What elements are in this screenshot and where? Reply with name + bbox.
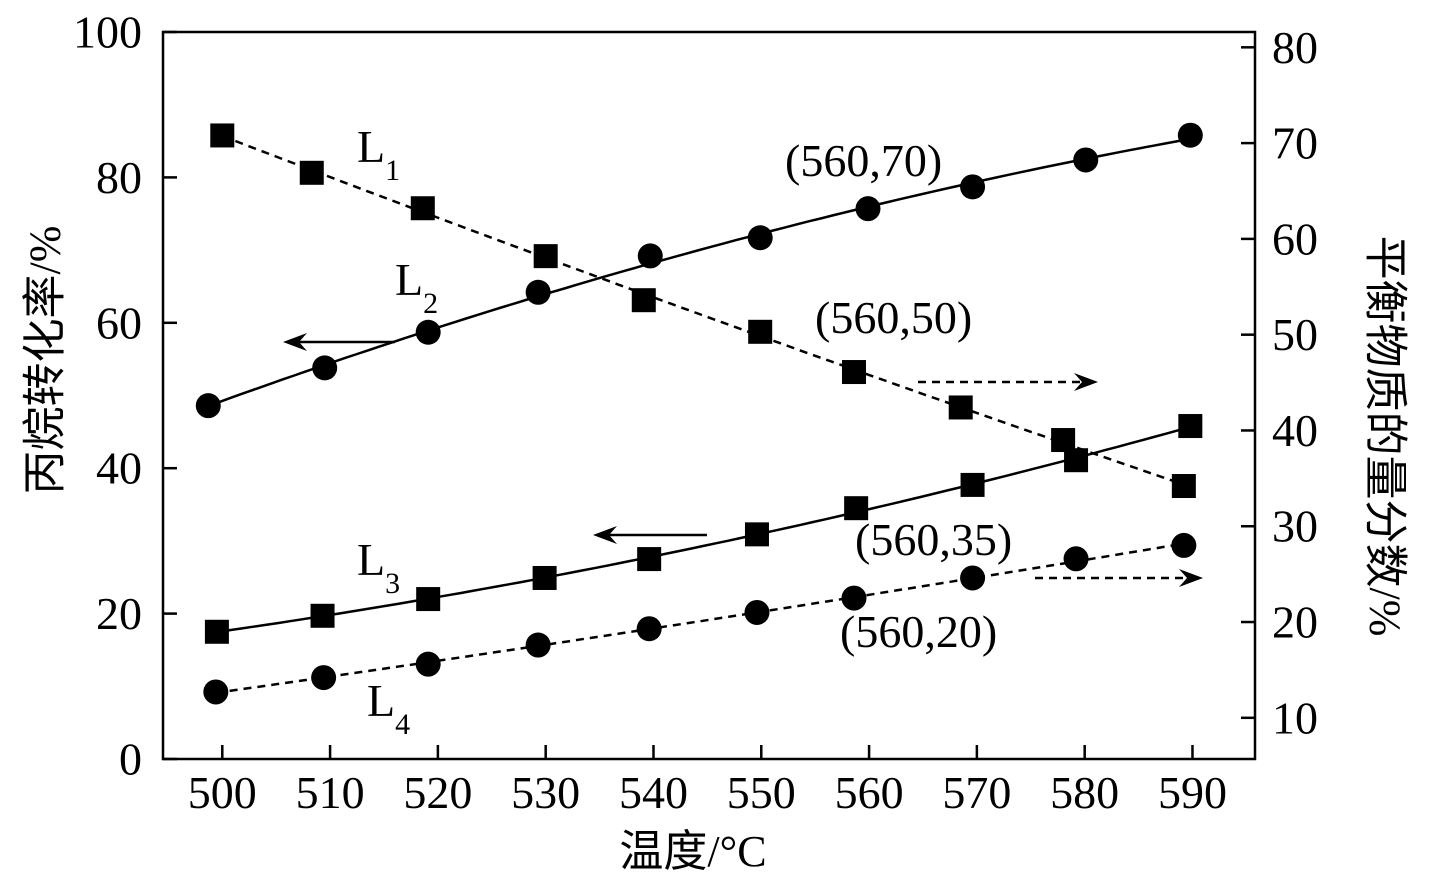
- series-3-marker: [532, 565, 557, 590]
- point-annotation: (560,35): [855, 514, 1012, 565]
- series-4-marker: [525, 632, 551, 658]
- series-2-marker: [960, 174, 986, 200]
- series-1-axis-arrow-head: [1074, 373, 1098, 391]
- series-label-main: L: [367, 675, 395, 726]
- series-1-marker: [210, 123, 235, 148]
- x-tick-label: 590: [1158, 767, 1227, 818]
- series-4-label: L4: [367, 675, 410, 741]
- series-label-main: L: [357, 534, 385, 585]
- series-2-marker: [637, 243, 663, 269]
- y-right-tick-label: 20: [1272, 597, 1318, 648]
- series-2-marker: [855, 196, 881, 222]
- y-left-tick-label: 40: [96, 443, 142, 494]
- plot-area: 500 510 520 530 540 550 560 570 580 590 0 20 40 60 80 1…: [73, 7, 1318, 819]
- series-label-subscript: 4: [395, 708, 410, 741]
- y-right-tick-label: 50: [1272, 309, 1318, 360]
- series-2-marker: [195, 393, 221, 419]
- series-4-marker: [1171, 532, 1197, 558]
- series-2-marker: [525, 279, 551, 305]
- series-4-marker: [841, 585, 867, 611]
- series-2-marker: [1073, 147, 1099, 173]
- series-label-main: L: [395, 254, 423, 305]
- series-1-marker: [1171, 474, 1196, 499]
- x-tick-label: 520: [403, 767, 472, 818]
- series-1-marker: [410, 196, 435, 221]
- series-4-axis-arrow-head: [1179, 569, 1203, 587]
- series-3-marker: [844, 496, 869, 521]
- series-2: L2: [195, 122, 1203, 419]
- series-3-marker: [960, 472, 985, 497]
- series-1-marker: [948, 395, 973, 420]
- series-4-marker: [415, 651, 441, 677]
- y-right-tick-label: 30: [1272, 501, 1318, 552]
- point-annotation: (560,50): [815, 292, 972, 343]
- series-3-marker: [637, 547, 662, 572]
- x-axis-title: 温度/°C: [619, 827, 766, 876]
- series-3-axis-arrow-head: [593, 526, 617, 544]
- series-4-line: [215, 542, 1185, 695]
- y-right-tick-label: 60: [1272, 213, 1318, 264]
- series-3-marker: [1064, 448, 1089, 473]
- series-2-marker: [1177, 122, 1203, 148]
- series-3: L3: [204, 414, 1203, 644]
- series-1-label: L1: [357, 121, 400, 187]
- series-label-subscript: 2: [423, 287, 438, 320]
- series-label-main: L: [357, 121, 385, 172]
- y-right-tick-label: 40: [1272, 405, 1318, 456]
- series-3-marker: [310, 603, 335, 628]
- x-tick-label: 510: [296, 767, 365, 818]
- x-tick-label: 580: [1050, 767, 1119, 818]
- series-3-label: L3: [357, 534, 400, 600]
- series-1-marker: [748, 319, 773, 344]
- y-left-tick-label: 100: [73, 7, 142, 58]
- series-2-axis-arrow-head: [283, 333, 307, 351]
- series-label-subscript: 1: [385, 154, 400, 187]
- series-4-marker: [311, 665, 337, 691]
- series-1-marker: [631, 288, 656, 313]
- series-2-marker: [747, 225, 773, 251]
- series-4-marker: [1063, 546, 1089, 572]
- plot-frame: [161, 30, 1257, 761]
- series-3-marker: [1178, 414, 1203, 439]
- series-1-marker: [1051, 428, 1076, 453]
- x-tick-label: 570: [942, 767, 1011, 818]
- y-right-tick-label: 70: [1272, 118, 1318, 169]
- y-left-tick-label: 20: [96, 588, 142, 639]
- series-1-marker: [533, 244, 558, 269]
- x-tick-label: 530: [511, 767, 580, 818]
- series-3-marker: [744, 522, 769, 547]
- series-4-marker: [203, 679, 229, 705]
- y-left-tick-label: 0: [119, 734, 142, 785]
- series-4: L4: [203, 532, 1203, 741]
- y-right-tick-label: 10: [1272, 692, 1318, 743]
- series-1-marker: [299, 160, 324, 185]
- series-2-label: L2: [395, 254, 438, 320]
- series-2-line: [207, 137, 1191, 408]
- x-tick-label: 560: [835, 767, 904, 818]
- x-tick-label: 540: [619, 767, 688, 818]
- x-tick-label: 500: [188, 767, 257, 818]
- y-left-tick-label: 60: [96, 297, 142, 348]
- series-3-line: [216, 425, 1191, 634]
- y-left-axis-title: 丙烷转化率/%: [21, 226, 70, 495]
- point-annotation: (560,20): [840, 606, 997, 657]
- series-2-marker: [415, 319, 441, 345]
- series-4-marker: [636, 616, 662, 642]
- series-label-subscript: 3: [385, 567, 400, 600]
- x-tick-label: 550: [727, 767, 796, 818]
- series-4-marker: [960, 565, 986, 591]
- series-1-marker: [841, 360, 866, 385]
- y-right-axis-title: 平衡物质的量分数/%: [1361, 236, 1410, 637]
- series-2-marker: [312, 355, 338, 381]
- series-3-marker: [204, 619, 229, 644]
- series-4-marker: [744, 599, 770, 625]
- series-1: L1: [210, 121, 1196, 499]
- series-3-marker: [416, 587, 441, 612]
- series-1-line: [221, 134, 1185, 486]
- y-left-tick-label: 80: [96, 152, 142, 203]
- point-annotation: (560,70): [785, 135, 942, 186]
- y-right-tick-label: 80: [1272, 22, 1318, 73]
